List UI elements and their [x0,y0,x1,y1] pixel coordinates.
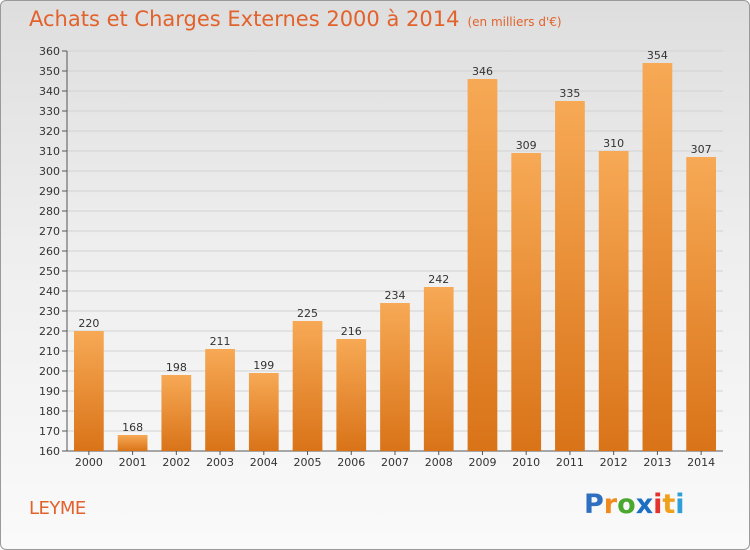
y-tick-label: 200 [39,365,60,378]
data-label-2008: 242 [428,273,449,286]
data-label-2009: 346 [472,65,493,78]
y-tick-label: 220 [39,325,60,338]
data-label-2003: 211 [210,335,231,348]
x-tick-label-2008: 2008 [425,456,453,469]
logo-letter: i [653,489,663,520]
x-tick-label-2011: 2011 [556,456,584,469]
data-label-2012: 310 [603,137,624,150]
proxiti-logo: Proxiti [584,489,685,520]
logo-letter: t [662,489,676,520]
y-tick-label: 240 [39,285,60,298]
y-tick-label: 250 [39,265,60,278]
bar-2013 [642,63,673,451]
data-labels: 220 168 198 211 199 225 216 234 242 346 309 335 310 3… [78,49,711,434]
y-tick-label: 360 [39,45,60,58]
y-tick-label: 190 [39,385,60,398]
x-tick-label-2010: 2010 [512,456,540,469]
y-tick-label: 290 [39,185,60,198]
x-tick-label-2003: 2003 [206,456,234,469]
data-label-2000: 220 [78,317,99,330]
x-tick-label-2005: 2005 [294,456,322,469]
chart-title-text: Achats et Charges Externes 2000 à 2014 [29,7,460,31]
y-tick-label: 230 [39,305,60,318]
y-tick-label: 350 [39,65,60,78]
data-label-2004: 199 [253,359,274,372]
bar-2003 [205,349,235,451]
y-tick-label: 180 [39,405,60,418]
data-label-2001: 168 [122,421,143,434]
y-tick-label: 270 [39,225,60,238]
bar-2009 [467,79,498,451]
x-tick-label-2007: 2007 [381,456,409,469]
y-tick-label: 280 [39,205,60,218]
bar-2010 [511,153,542,451]
data-label-2005: 225 [297,307,318,320]
bar-2006 [336,339,367,451]
y-tick-label: 300 [39,165,60,178]
y-tick-label: 160 [39,445,60,458]
bar-2005 [292,321,323,451]
bars [73,63,717,451]
y-tick-label: 210 [39,345,60,358]
chart-subtitle: (en milliers d'€) [467,15,562,29]
data-label-2002: 198 [166,361,187,374]
x-tick-label-2002: 2002 [162,456,190,469]
x-axis: 2000 2001 2002 2003 2004 2005 2006 2007 2008 2009… [75,451,715,469]
y-tick-label: 330 [39,105,60,118]
logo-letter: o [617,489,636,520]
data-label-2013: 354 [647,49,668,62]
y-tick-label: 260 [39,245,60,258]
x-tick-label-2006: 2006 [337,456,365,469]
x-tick-label-2012: 2012 [600,456,628,469]
bar-2002 [161,375,192,451]
x-tick-label-2004: 2004 [250,456,278,469]
bar-2014 [686,157,717,451]
y-tick-label: 320 [39,125,60,138]
logo-letter: x [635,489,654,520]
logo-letter: r [603,489,618,520]
y-tick-label: 310 [39,145,60,158]
bar-2000 [73,331,104,451]
logo-letter: P [584,489,604,520]
logo-letter: i [675,489,685,520]
bar-2012 [598,151,629,451]
data-label-2014: 307 [691,143,712,156]
chart-title: Achats et Charges Externes 2000 à 2014 (e… [29,7,562,31]
bar-2011 [555,101,585,451]
x-tick-label-2009: 2009 [468,456,496,469]
x-tick-label-2000: 2000 [75,456,103,469]
bar-2008 [423,287,454,451]
x-tick-label-2001: 2001 [119,456,147,469]
commune-name: LEYME [29,498,86,519]
bar-2001 [117,435,148,451]
bar-2007 [380,303,410,451]
data-label-2006: 216 [341,325,362,338]
data-label-2010: 309 [516,139,537,152]
bar-2004 [248,373,279,451]
data-label-2007: 234 [385,289,406,302]
y-tick-label: 340 [39,85,60,98]
x-tick-label-2014: 2014 [687,456,715,469]
x-tick-label-2013: 2013 [643,456,671,469]
y-tick-label: 170 [39,425,60,438]
data-label-2011: 335 [559,87,580,100]
